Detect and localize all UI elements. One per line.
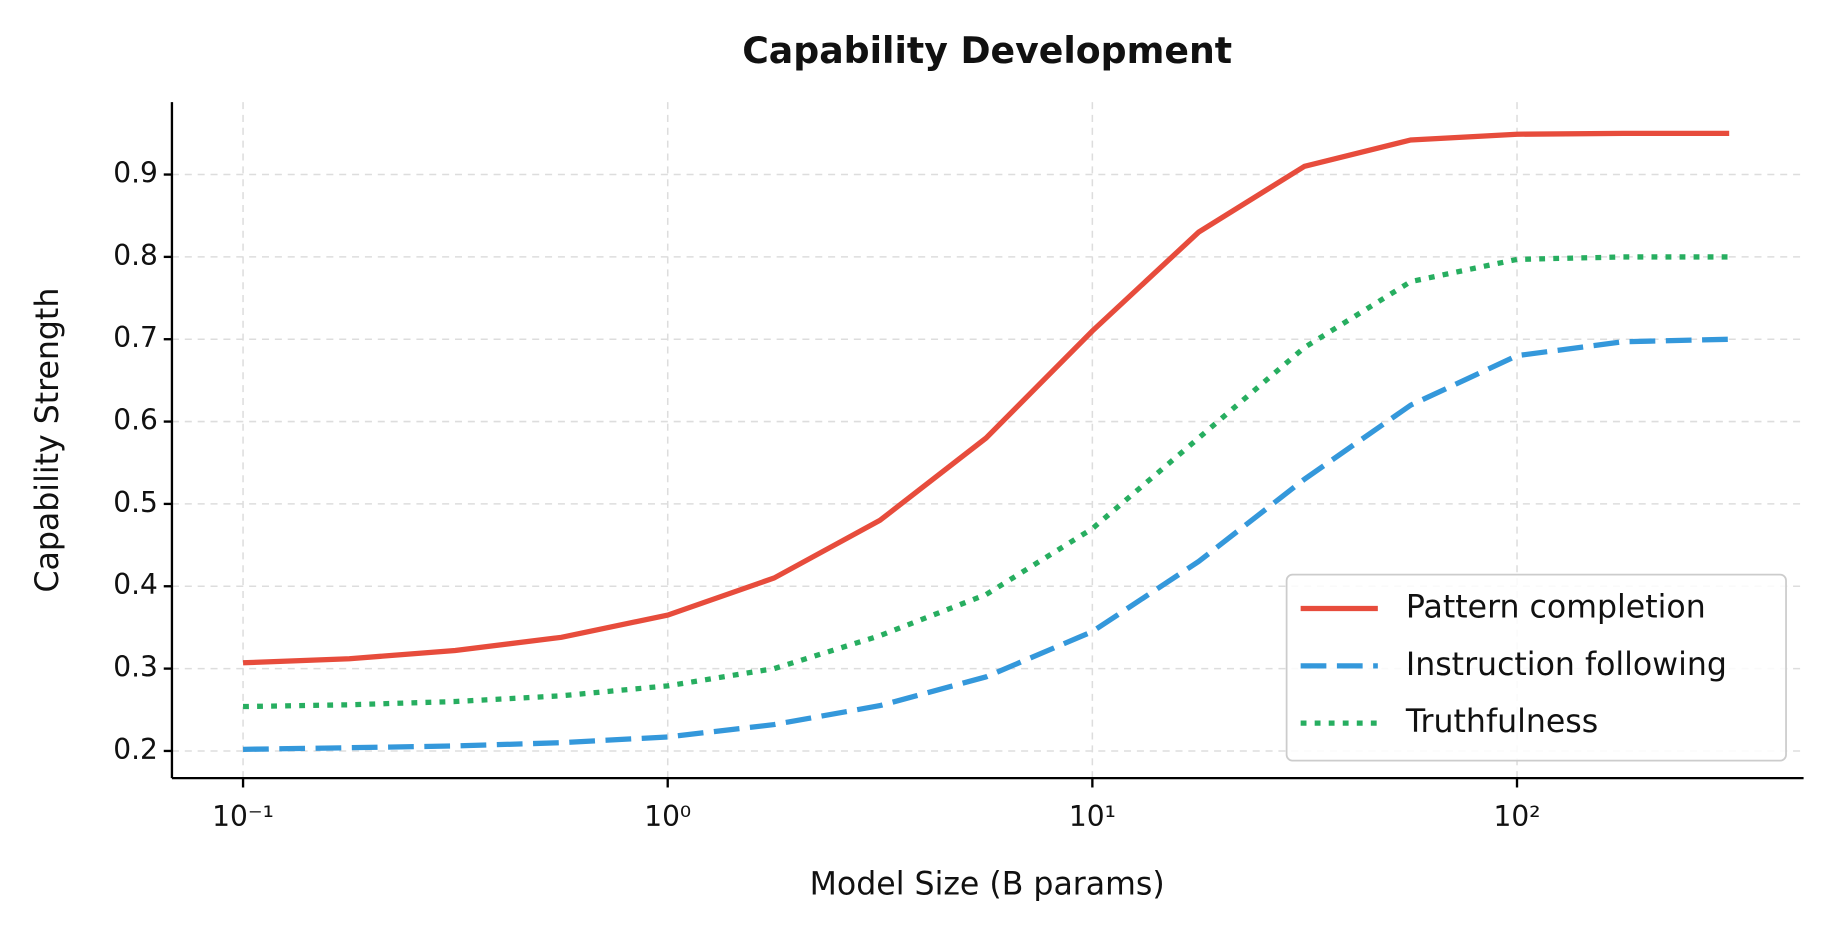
- y-axis-label: Capability Strength: [30, 288, 66, 593]
- chart-title: Capability Development: [742, 29, 1232, 72]
- y-tick-label: 0.8: [113, 239, 158, 272]
- plot-lines: [242, 130, 1730, 752]
- legend-label: Truthfulness: [1405, 704, 1598, 740]
- series-line: [243, 336, 1730, 752]
- legend-label: Instruction following: [1406, 647, 1727, 683]
- y-tick-label: 0.2: [113, 733, 158, 766]
- y-tick-label: 0.6: [113, 404, 158, 437]
- x-tick-label: 10⁰: [644, 800, 691, 833]
- y-tick-label: 0.3: [113, 651, 158, 684]
- series-line: [242, 130, 1730, 666]
- y-tick-label: 0.4: [113, 568, 158, 601]
- x-tick-label: 10¹: [1069, 800, 1116, 833]
- y-tick-label: 0.9: [113, 157, 158, 190]
- x-tick-label: 10⁻¹: [212, 800, 274, 833]
- legend-label: Pattern completion: [1406, 590, 1706, 626]
- y-tick-label: 0.5: [113, 486, 158, 519]
- legend: Pattern completion Instruction following T…: [1285, 573, 1787, 762]
- x-tick-label: 10²: [1494, 800, 1541, 833]
- grid: [171, 102, 1804, 779]
- legend-box: [1285, 573, 1787, 762]
- y-tick-label: 0.7: [113, 321, 158, 354]
- x-axis-label: Model Size (B params): [810, 867, 1165, 903]
